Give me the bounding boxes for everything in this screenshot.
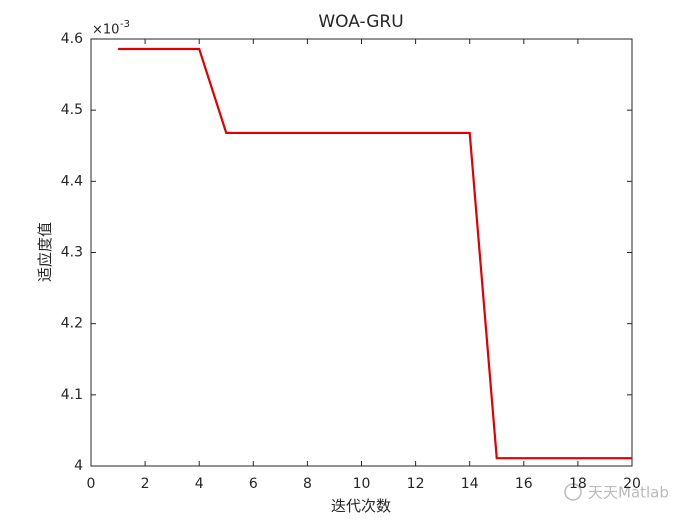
- x-tick-label: 14: [461, 476, 479, 492]
- x-tick-label: 12: [407, 476, 425, 492]
- chart-title: WOA-GRU: [318, 12, 403, 32]
- y-tick-label: 4.5: [61, 102, 83, 118]
- y-tick-label: 4.6: [61, 31, 83, 47]
- x-tick-label: 8: [303, 476, 312, 492]
- y-tick-label: 4.3: [61, 245, 83, 261]
- x-tick-label: 20: [623, 476, 641, 492]
- axes-box: [90, 38, 633, 467]
- x-axis-label: 迭代次数: [331, 497, 391, 515]
- y-exponent-power: -3: [120, 19, 130, 30]
- y-tick-label: 4: [74, 458, 83, 474]
- x-tick-label: 18: [569, 476, 587, 492]
- x-tick-label: 10: [353, 476, 371, 492]
- watermark-group: 天天Matlab: [564, 483, 669, 502]
- watermark: 天天Matlab: [588, 484, 669, 502]
- y-axis-label: 适应度值: [36, 222, 54, 282]
- y-tick-label: 4.4: [61, 173, 83, 189]
- y-tick-label: 4.1: [61, 387, 83, 403]
- x-tick-label: 16: [515, 476, 533, 492]
- x-tick-label: 0: [87, 476, 96, 492]
- x-tick-label: 2: [141, 476, 150, 492]
- x-tick-label: 4: [195, 476, 204, 492]
- y-tick-label: 4.2: [61, 316, 83, 332]
- data-line: [118, 47, 632, 460]
- x-tick-label: 6: [249, 476, 258, 492]
- watermark-icon: [564, 483, 582, 501]
- y-exponent-base: ×10: [92, 23, 119, 38]
